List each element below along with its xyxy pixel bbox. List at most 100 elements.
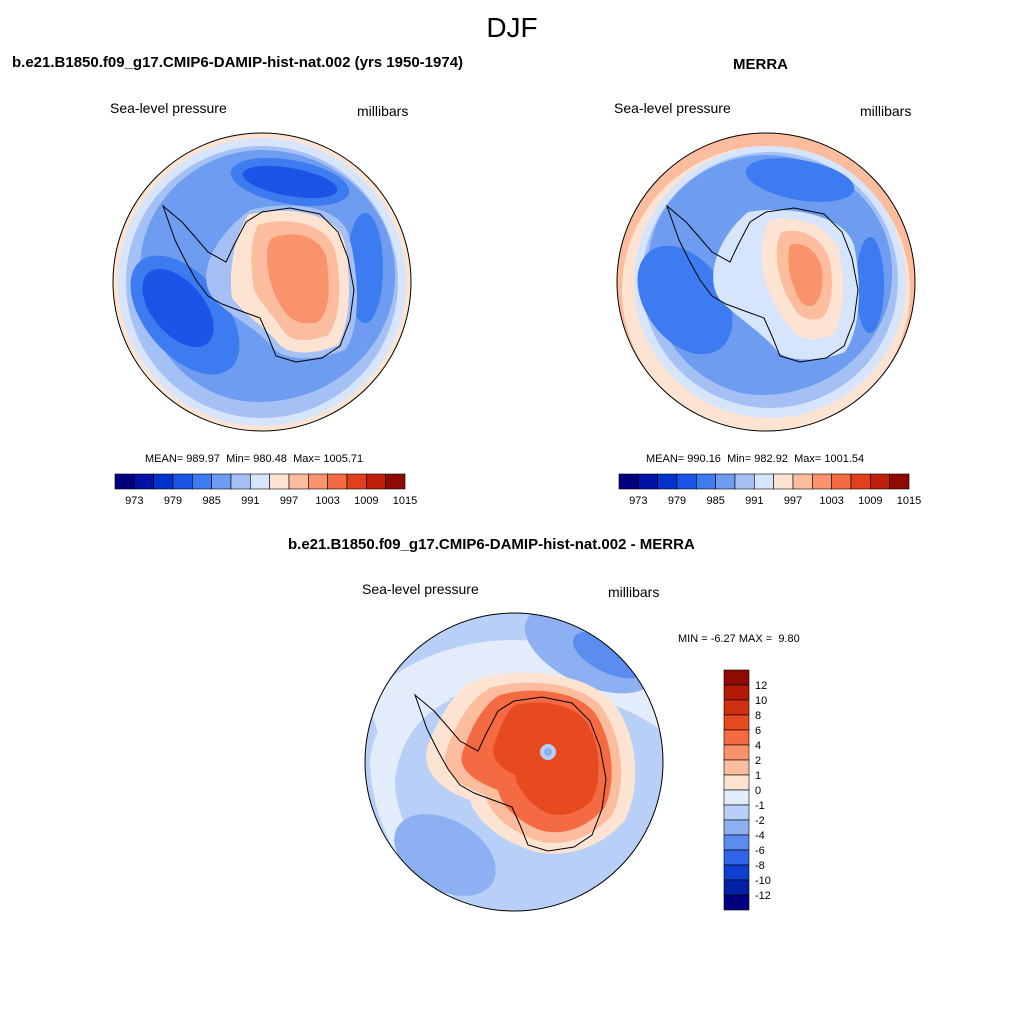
panel2-min: 982.92 <box>754 453 788 465</box>
panel3-colorbar-swatch <box>723 669 750 686</box>
panel3-colorbar-tick-label: 1 <box>755 770 761 782</box>
panel1-colorbar-tick-label: 979 <box>164 495 182 507</box>
panel1-colorbar-tick-label: 1003 <box>315 495 339 507</box>
panel3-map <box>364 612 664 912</box>
panel2-colorbar-swatch <box>638 473 658 490</box>
panel2-colorbar-swatch <box>754 473 774 490</box>
panel3-colorbar-tick-label: 10 <box>755 695 767 707</box>
panel3-colorbar-tick-label: 4 <box>755 740 761 752</box>
panel2-stats: MEAN= 990.16 Min= 982.92 Max= 1001.54 <box>646 453 864 465</box>
panel1-map <box>112 132 412 432</box>
panel1-min-label: Min= <box>226 453 251 465</box>
panel1-colorbar-swatch <box>153 473 174 490</box>
panel2-mean-label: MEAN= <box>646 453 685 465</box>
panel2-mean: 990.16 <box>687 453 721 465</box>
panel1-colorbar-tick-label: 1009 <box>354 495 378 507</box>
panel2-max-label: Max= <box>794 453 822 465</box>
panel2-colorbar-swatch <box>618 473 639 490</box>
panel2-colorbar-swatch <box>831 473 852 490</box>
panel3-stats: MIN = -6.27 MAX = 9.80 <box>678 633 800 645</box>
panel2-max: 1001.54 <box>824 453 865 465</box>
panel1-colorbar-swatch <box>230 473 251 490</box>
panel1-colorbar-swatch <box>308 473 328 490</box>
panel3-colorbar-swatch <box>723 804 750 821</box>
panel3-colorbar-swatch <box>723 759 750 776</box>
panel1-colorbar-tick-label: 1015 <box>393 495 417 507</box>
panel3-colorbar-tick-label: -10 <box>755 875 771 887</box>
panel3-colorbar-tick-label: 12 <box>755 680 767 692</box>
panel2-colorbar-swatch <box>657 473 678 490</box>
panel2-colorbar-swatch <box>812 473 832 490</box>
panel1-colorbar: 973 979 985 991 997 1003 1009 1015 <box>114 473 417 507</box>
panel1-colorbar-swatch <box>327 473 348 490</box>
panel3-colorbar-swatch <box>723 789 750 806</box>
panel2-right-label: millibars <box>860 103 912 119</box>
panel1-max-label: Max= <box>293 453 321 465</box>
panel1-colorbar-swatch <box>134 473 154 490</box>
panel2-colorbar-tick-label: 979 <box>668 495 686 507</box>
panel3-min-label: MIN = <box>678 633 708 645</box>
panel2-colorbar-swatch <box>889 473 910 490</box>
panel3-colorbar-swatch <box>723 849 750 866</box>
panel1-colorbar-tick-label: 991 <box>241 495 259 507</box>
panel2-colorbar: 973 979 985 991 997 1003 1009 1015 <box>618 473 921 507</box>
panel1-mean-label: MEAN= <box>145 453 184 465</box>
panel3-colorbar-swatch <box>723 894 750 911</box>
panel1-colorbar-swatch <box>366 473 386 490</box>
panel1-max: 1005.71 <box>323 453 364 465</box>
panel1-colorbar-swatch <box>346 473 367 490</box>
panel2-colorbar-swatch <box>850 473 871 490</box>
panel3-left-label: Sea-level pressure <box>362 581 479 597</box>
panel1-colorbar-swatch <box>211 473 232 490</box>
panel3-colorbar-tick-label: -8 <box>755 860 765 872</box>
panel1-colorbar-swatch <box>385 473 406 490</box>
panel2-colorbar-swatch <box>870 473 890 490</box>
panel2-colorbar-swatch <box>696 473 716 490</box>
panel1-colorbar-swatch <box>250 473 270 490</box>
panel1-colorbar-swatch <box>114 473 135 490</box>
panel3-colorbar-swatch <box>723 744 750 761</box>
panel3-colorbar-tick-label: -1 <box>755 800 765 812</box>
panel3-colorbar-swatch <box>723 774 750 791</box>
panel1-min: 980.48 <box>253 453 287 465</box>
panel2-colorbar-tick-label: 1009 <box>858 495 882 507</box>
panel1-colorbar-tick-label: 985 <box>202 495 220 507</box>
panel3-colorbar-swatch <box>723 729 750 746</box>
panel2-colorbar-tick-label: 997 <box>784 495 802 507</box>
panel3-max: 9.80 <box>778 633 800 645</box>
panel1-colorbar-swatch <box>172 473 193 490</box>
panel3-colorbar-tick-label: -6 <box>755 845 765 857</box>
panel3-colorbar-swatch <box>723 714 750 731</box>
panel3-title: b.e21.B1850.f09_g17.CMIP6-DAMIP-hist-nat… <box>288 536 695 553</box>
panel2-colorbar-tick-label: 985 <box>706 495 724 507</box>
panel2-colorbar-tick-label: 1003 <box>819 495 843 507</box>
panel3-colorbar-tick-label: 6 <box>755 725 761 737</box>
panel2-title: MERRA <box>733 56 788 73</box>
panel1-mean: 989.97 <box>186 453 220 465</box>
panel3-colorbar-tick-label: -2 <box>755 815 765 827</box>
panel2-colorbar-swatch <box>676 473 697 490</box>
figure-title: DJF <box>486 12 538 43</box>
panel1-colorbar-swatch <box>269 473 290 490</box>
panel1-colorbar-swatch <box>192 473 212 490</box>
panel3-colorbar-tick-label: -12 <box>755 890 771 902</box>
panel2-colorbar-tick-label: 1015 <box>897 495 921 507</box>
panel3-colorbar-tick-label: 8 <box>755 710 761 722</box>
panel3-colorbar-tick-label: 0 <box>755 785 761 797</box>
panel3-colorbar-tick-label: -4 <box>755 830 765 842</box>
panel3-colorbar-swatch <box>723 864 750 881</box>
panel2-colorbar-swatch <box>773 473 794 490</box>
panel2-map <box>616 132 916 432</box>
panel2-colorbar-tick-label: 973 <box>629 495 647 507</box>
panel1-colorbar-tick-label: 973 <box>125 495 143 507</box>
panel3-colorbar-swatch <box>723 819 750 836</box>
panel1-left-label: Sea-level pressure <box>110 100 227 116</box>
panel2-colorbar-swatch <box>715 473 736 490</box>
panel3-colorbar-swatch <box>723 879 750 896</box>
panel2-colorbar-swatch <box>792 473 813 490</box>
panel1-title: b.e21.B1850.f09_g17.CMIP6-DAMIP-hist-nat… <box>12 54 464 71</box>
panel1-colorbar-swatch <box>288 473 309 490</box>
panel2-colorbar-tick-label: 991 <box>745 495 763 507</box>
